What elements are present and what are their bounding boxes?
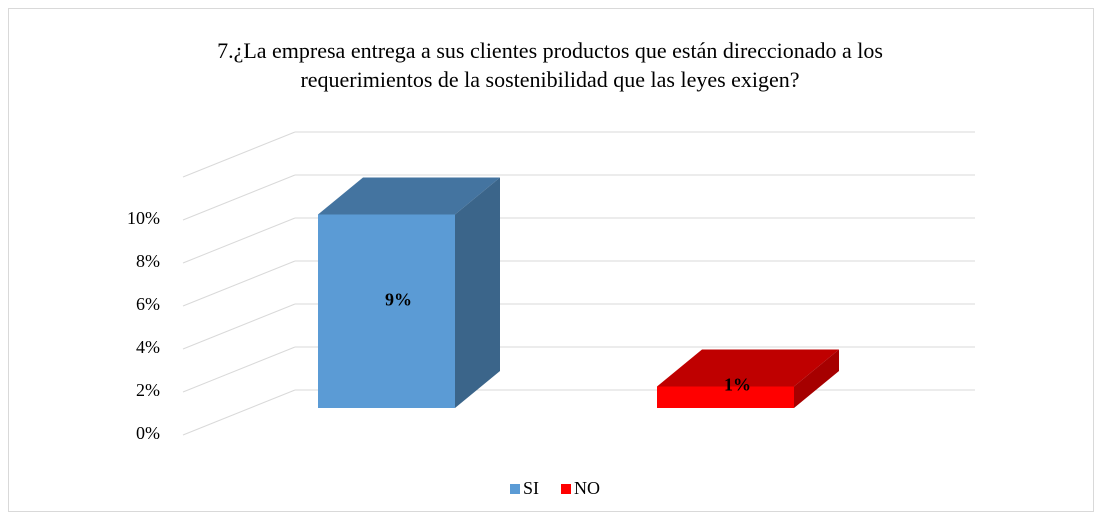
bar-side — [455, 177, 500, 408]
grid-line — [182, 217, 296, 264]
legend-swatch — [510, 484, 520, 494]
legend-label: SI — [523, 478, 539, 498]
grid-line — [182, 389, 296, 436]
bar-top — [318, 177, 500, 215]
grid-line — [182, 131, 296, 178]
grid-line — [182, 303, 296, 350]
y-tick-label: 2% — [136, 380, 160, 400]
bar — [318, 214, 455, 408]
legend-label: NO — [574, 478, 600, 498]
y-tick-label: 4% — [136, 337, 160, 357]
y-tick-label: 0% — [136, 423, 160, 443]
chart-title: 7.¿La empresa entrega a sus clientes pro… — [217, 38, 883, 92]
grid-line — [182, 260, 296, 307]
grid-line — [182, 346, 296, 393]
grid-line — [182, 174, 296, 221]
legend-swatch — [561, 484, 571, 494]
y-tick-label: 6% — [136, 294, 160, 314]
bar — [657, 386, 794, 408]
y-tick-label: 8% — [136, 251, 160, 271]
y-tick-label: 10% — [127, 208, 160, 228]
data-label: 9% — [385, 290, 412, 310]
bar-side — [794, 349, 839, 408]
bar-top — [657, 349, 839, 387]
data-label: 1% — [724, 375, 751, 395]
